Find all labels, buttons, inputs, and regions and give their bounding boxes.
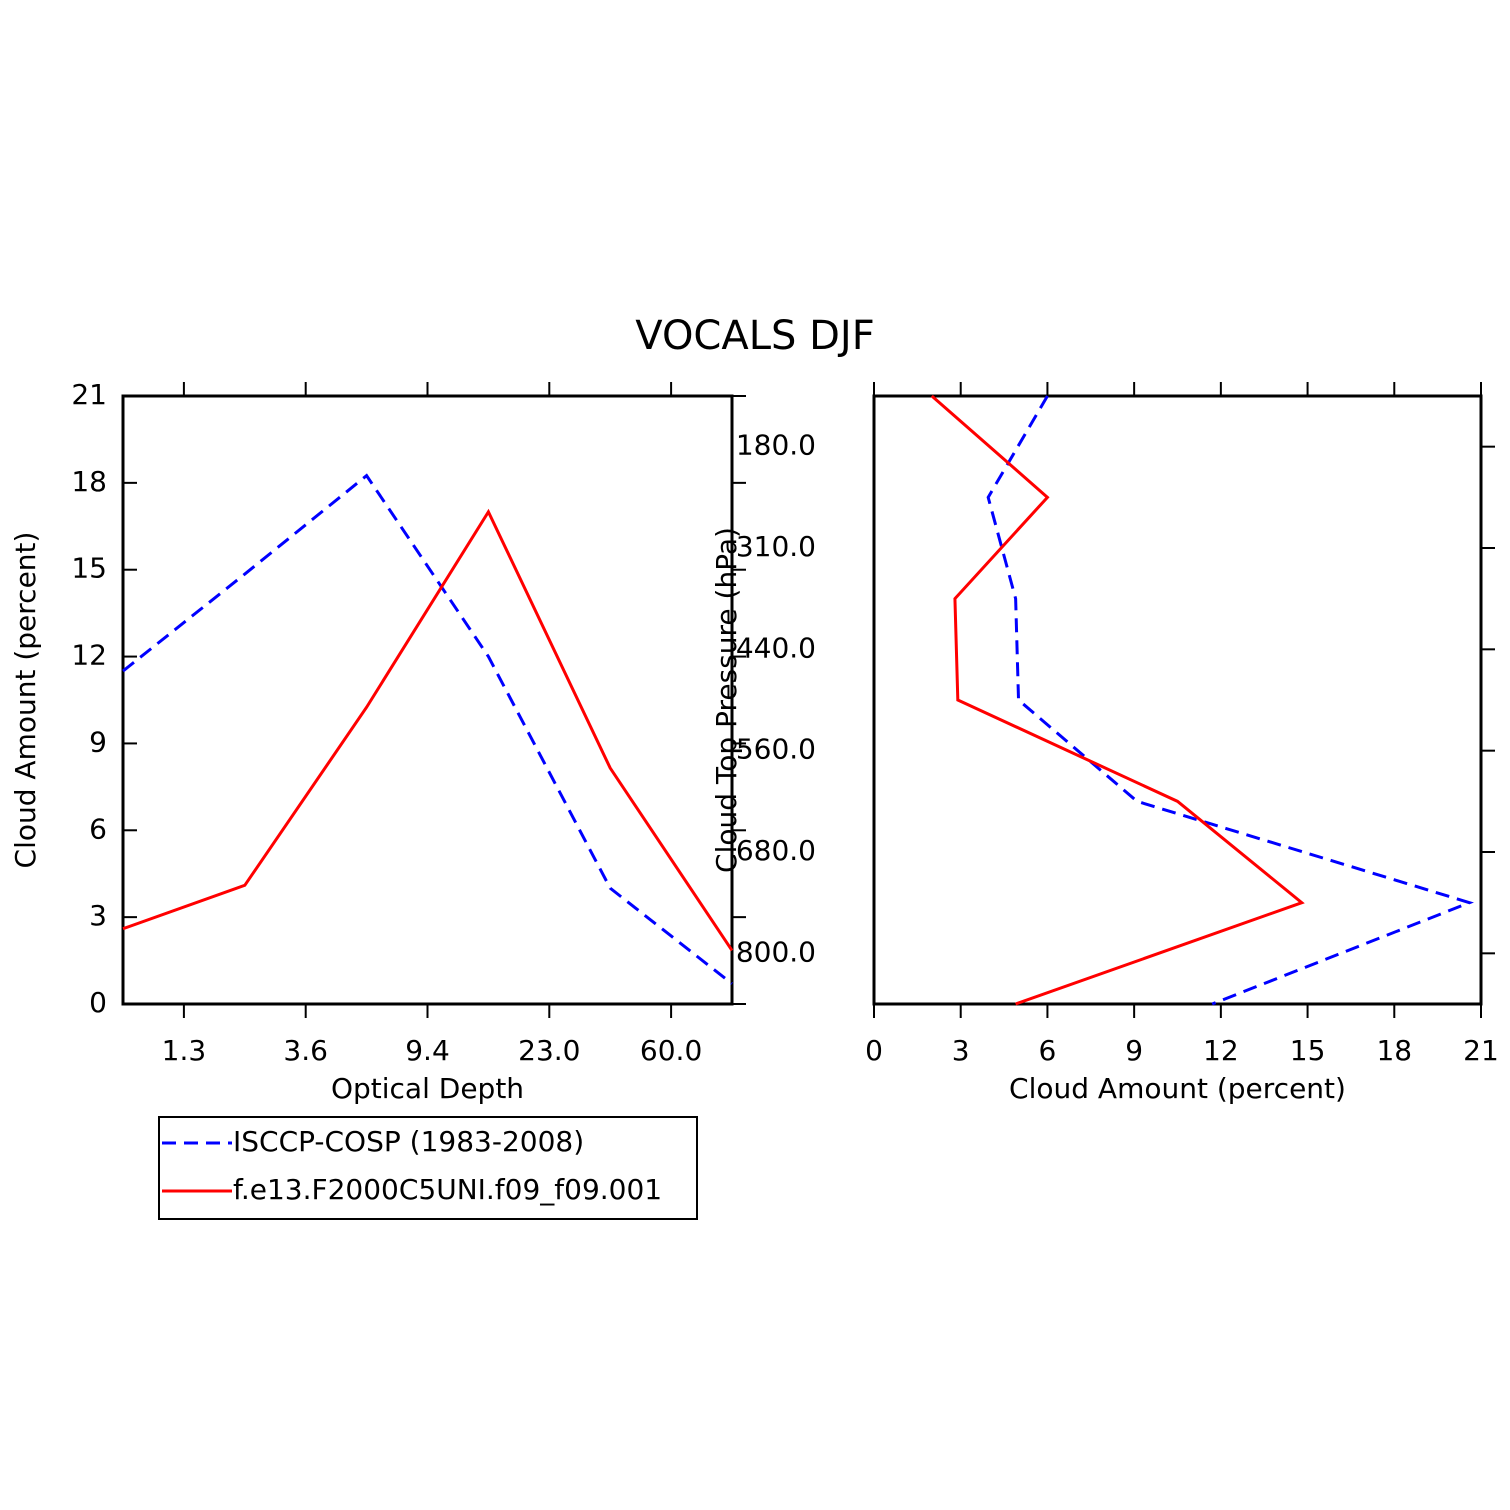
x-axis-label: Optical Depth <box>331 1072 524 1105</box>
y-axis-label: Cloud Amount (percent) <box>9 532 42 869</box>
y-tick-label: 560.0 <box>736 733 816 766</box>
series-line <box>122 508 734 952</box>
series-line <box>986 395 1474 1006</box>
x-tick-label: 1.3 <box>162 1034 207 1067</box>
x-tick-label: 21 <box>1463 1034 1499 1067</box>
x-tick-label: 3 <box>952 1034 970 1067</box>
y-tick-label: 310.0 <box>736 530 816 563</box>
legend-label: ISCCP-COSP (1983-2008) <box>233 1125 584 1158</box>
legend-box <box>158 1116 698 1220</box>
plot-frame <box>872 394 1483 1006</box>
y-tick-label: 180.0 <box>736 429 816 462</box>
x-tick-label: 3.6 <box>283 1034 328 1067</box>
y-axis-label: Cloud Top Pressure (hPa) <box>710 527 743 873</box>
figure-title: VOCALS DJF <box>635 313 874 359</box>
y-tick-label: 440.0 <box>736 631 816 664</box>
y-tick-label: 800.0 <box>736 935 816 968</box>
x-tick-label: 15 <box>1290 1034 1326 1067</box>
y-tick-label: 680.0 <box>736 834 816 867</box>
y-tick-label: 0 <box>89 986 107 1019</box>
y-tick-label: 6 <box>89 812 107 845</box>
plot-frame <box>121 394 734 1006</box>
series-line <box>930 394 1305 1006</box>
x-tick-label: 23.0 <box>518 1034 580 1067</box>
y-tick-label: 15 <box>71 552 107 585</box>
y-tick-label: 18 <box>71 465 107 498</box>
x-tick-label: 9.4 <box>405 1034 450 1067</box>
x-tick-label: 0 <box>865 1034 883 1067</box>
y-tick-label: 21 <box>71 378 107 411</box>
x-tick-label: 6 <box>1039 1034 1057 1067</box>
x-tick-label: 12 <box>1203 1034 1239 1067</box>
y-tick-label: 12 <box>71 639 107 672</box>
y-tick-label: 9 <box>89 725 107 758</box>
x-tick-label: 9 <box>1125 1034 1143 1067</box>
x-tick-label: 60.0 <box>640 1034 702 1067</box>
x-axis-label: Cloud Amount (percent) <box>1009 1072 1346 1105</box>
y-tick-label: 3 <box>89 899 107 932</box>
x-tick-label: 18 <box>1376 1034 1412 1067</box>
series-line <box>122 473 733 985</box>
legend-label: f.e13.F2000C5UNI.f09_f09.001 <box>233 1173 662 1206</box>
